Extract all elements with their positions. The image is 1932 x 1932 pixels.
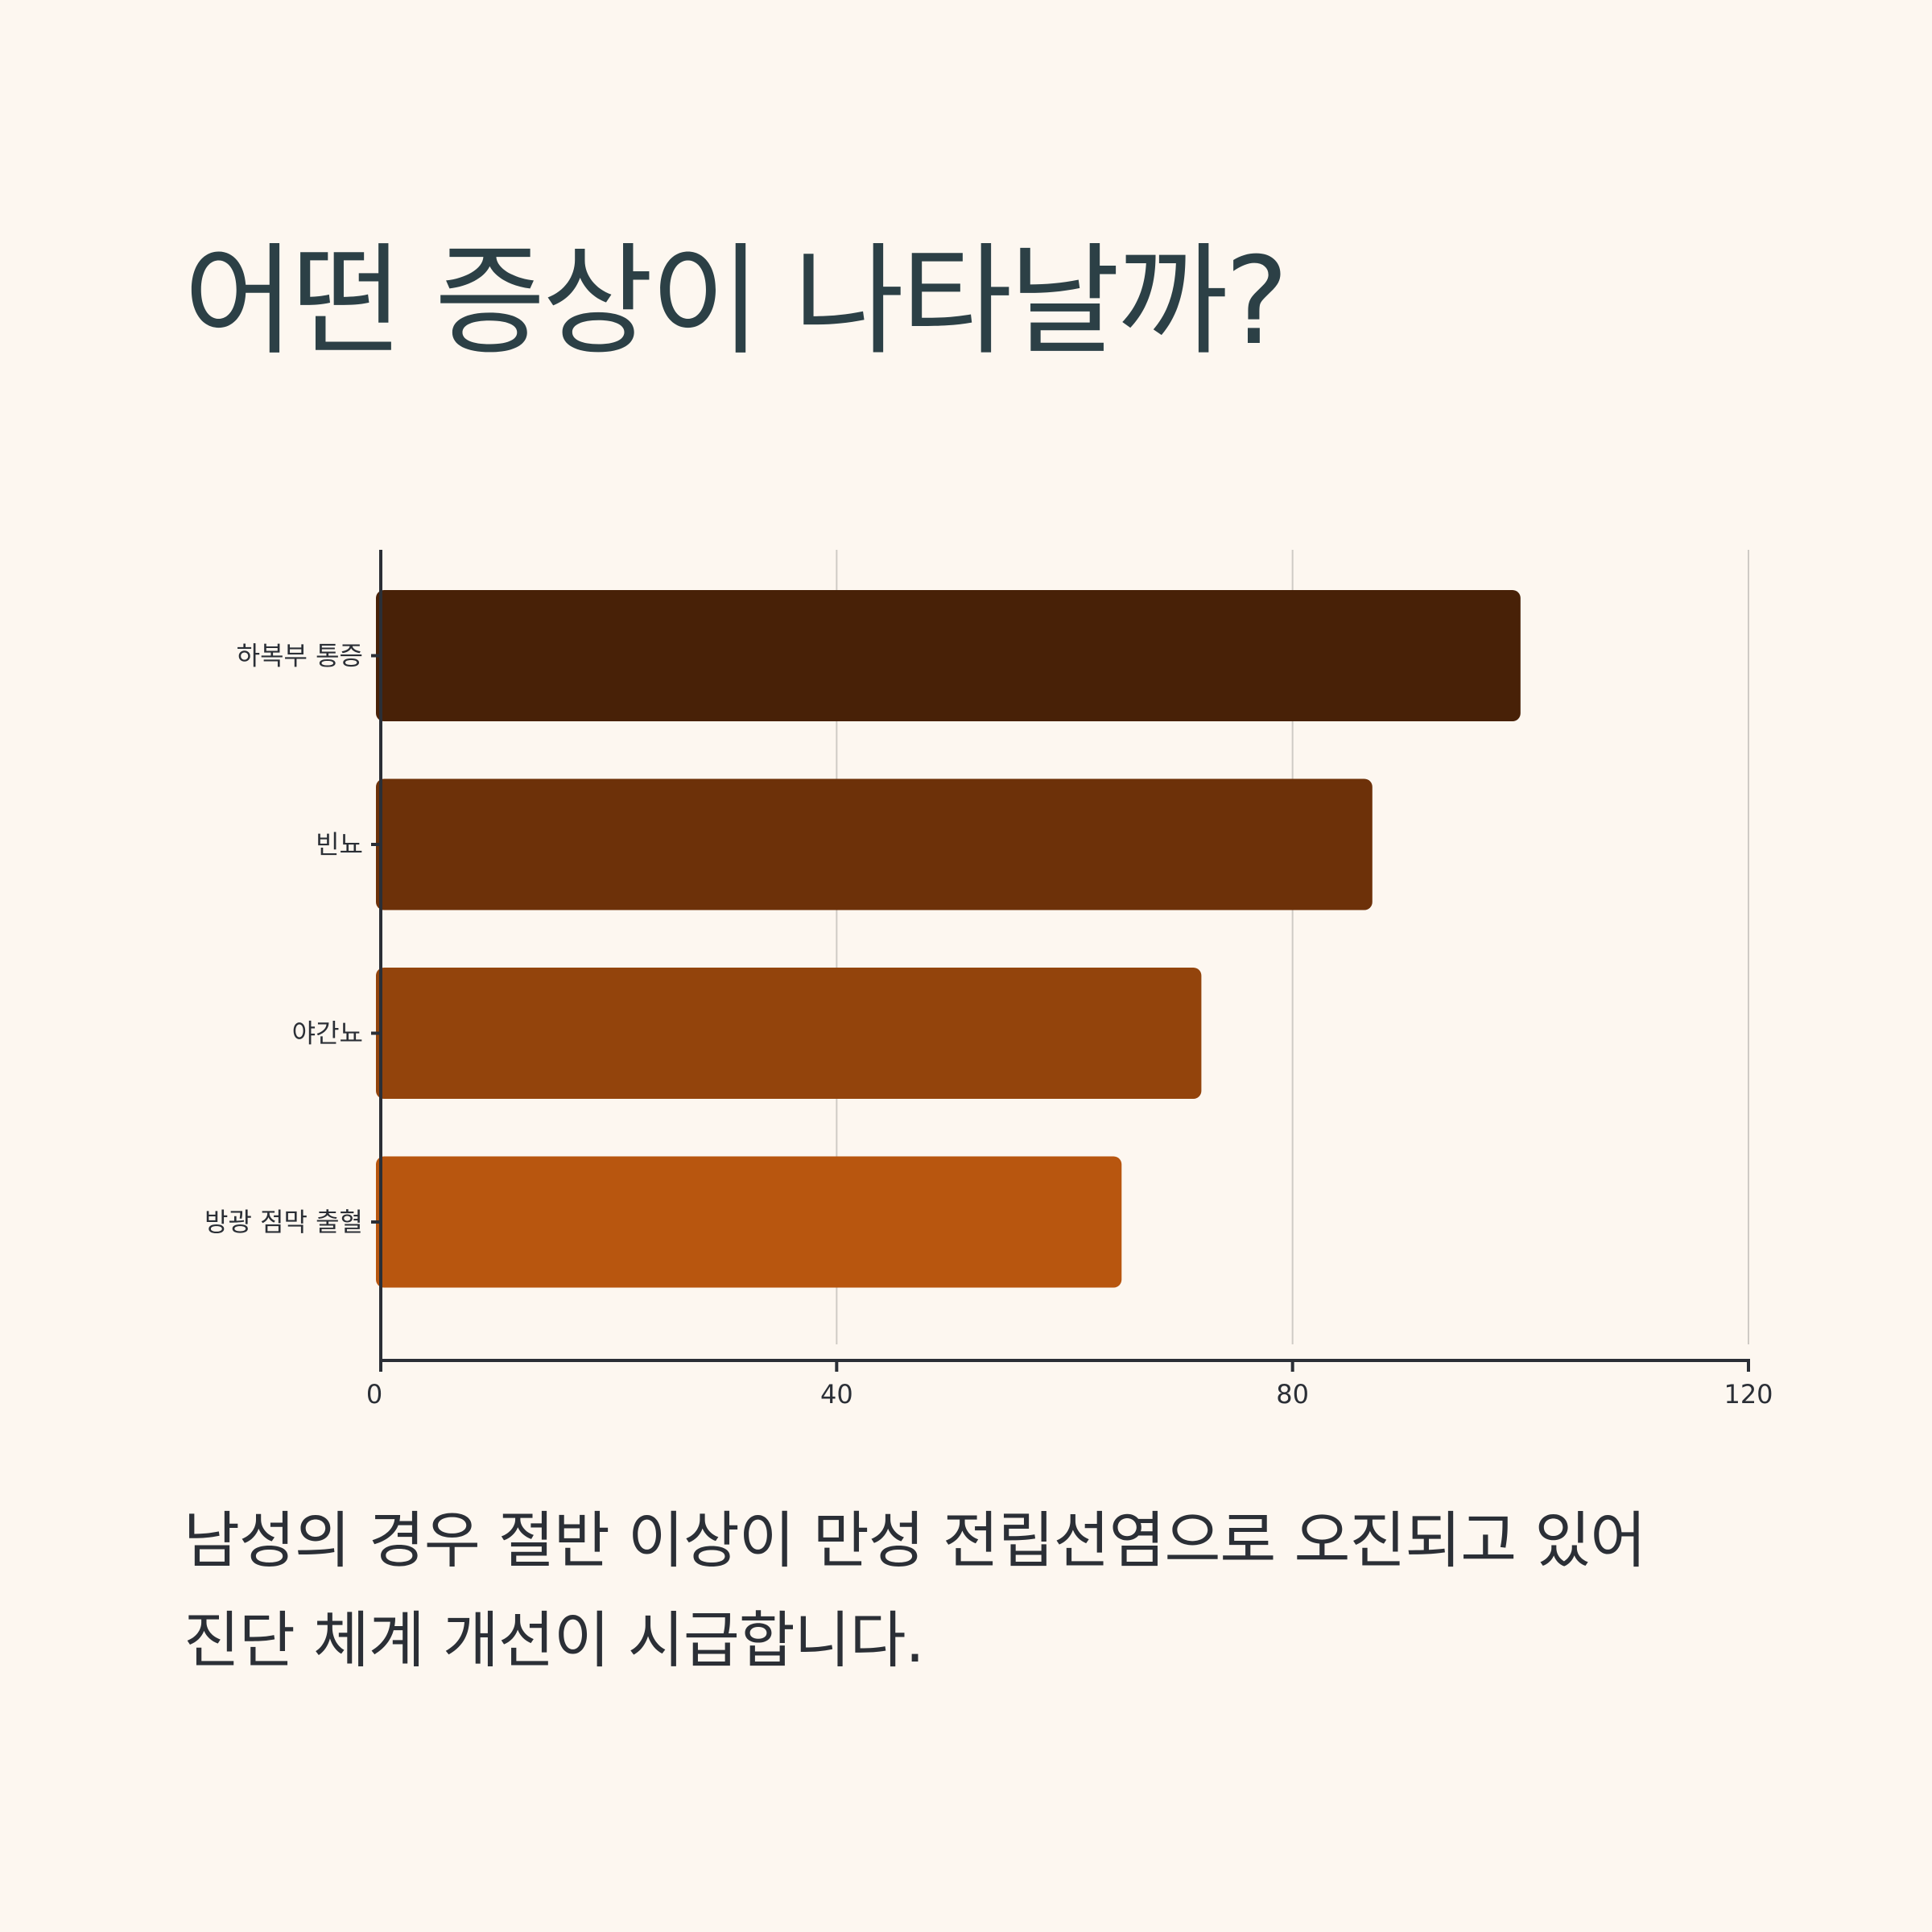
bar-2 bbox=[376, 968, 1202, 1099]
y-tick-label: 하복부 통증 bbox=[237, 641, 363, 671]
caption: 남성의 경우 절반 이상이 만성 전립선염으로 오진되고 있어 진단 체계 개선… bbox=[184, 1491, 1794, 1690]
y-tick-label: 빈뇨 bbox=[316, 829, 363, 860]
x-tick-label: 40 bbox=[820, 1379, 853, 1410]
x-tick-label: 0 bbox=[366, 1379, 382, 1410]
bar-1 bbox=[376, 778, 1373, 910]
caption-line-1: 남성의 경우 절반 이상이 만성 전립선염으로 오진되고 있어 bbox=[184, 1505, 1646, 1576]
y-tick-label: 야간뇨 bbox=[292, 1018, 363, 1049]
bar-0 bbox=[376, 590, 1521, 721]
x-tick-label: 120 bbox=[1724, 1379, 1773, 1410]
x-tick-label: 80 bbox=[1276, 1379, 1309, 1410]
y-tick-label: 방광 점막 출혈 bbox=[204, 1207, 363, 1237]
bars bbox=[376, 590, 1521, 1288]
caption-line-2: 진단 체계 개선이 시급합니다. bbox=[184, 1604, 925, 1676]
page-title: 어떤 증상이 나타날까? bbox=[184, 232, 1289, 372]
axes bbox=[371, 550, 1750, 1372]
bar-3 bbox=[376, 1156, 1122, 1288]
